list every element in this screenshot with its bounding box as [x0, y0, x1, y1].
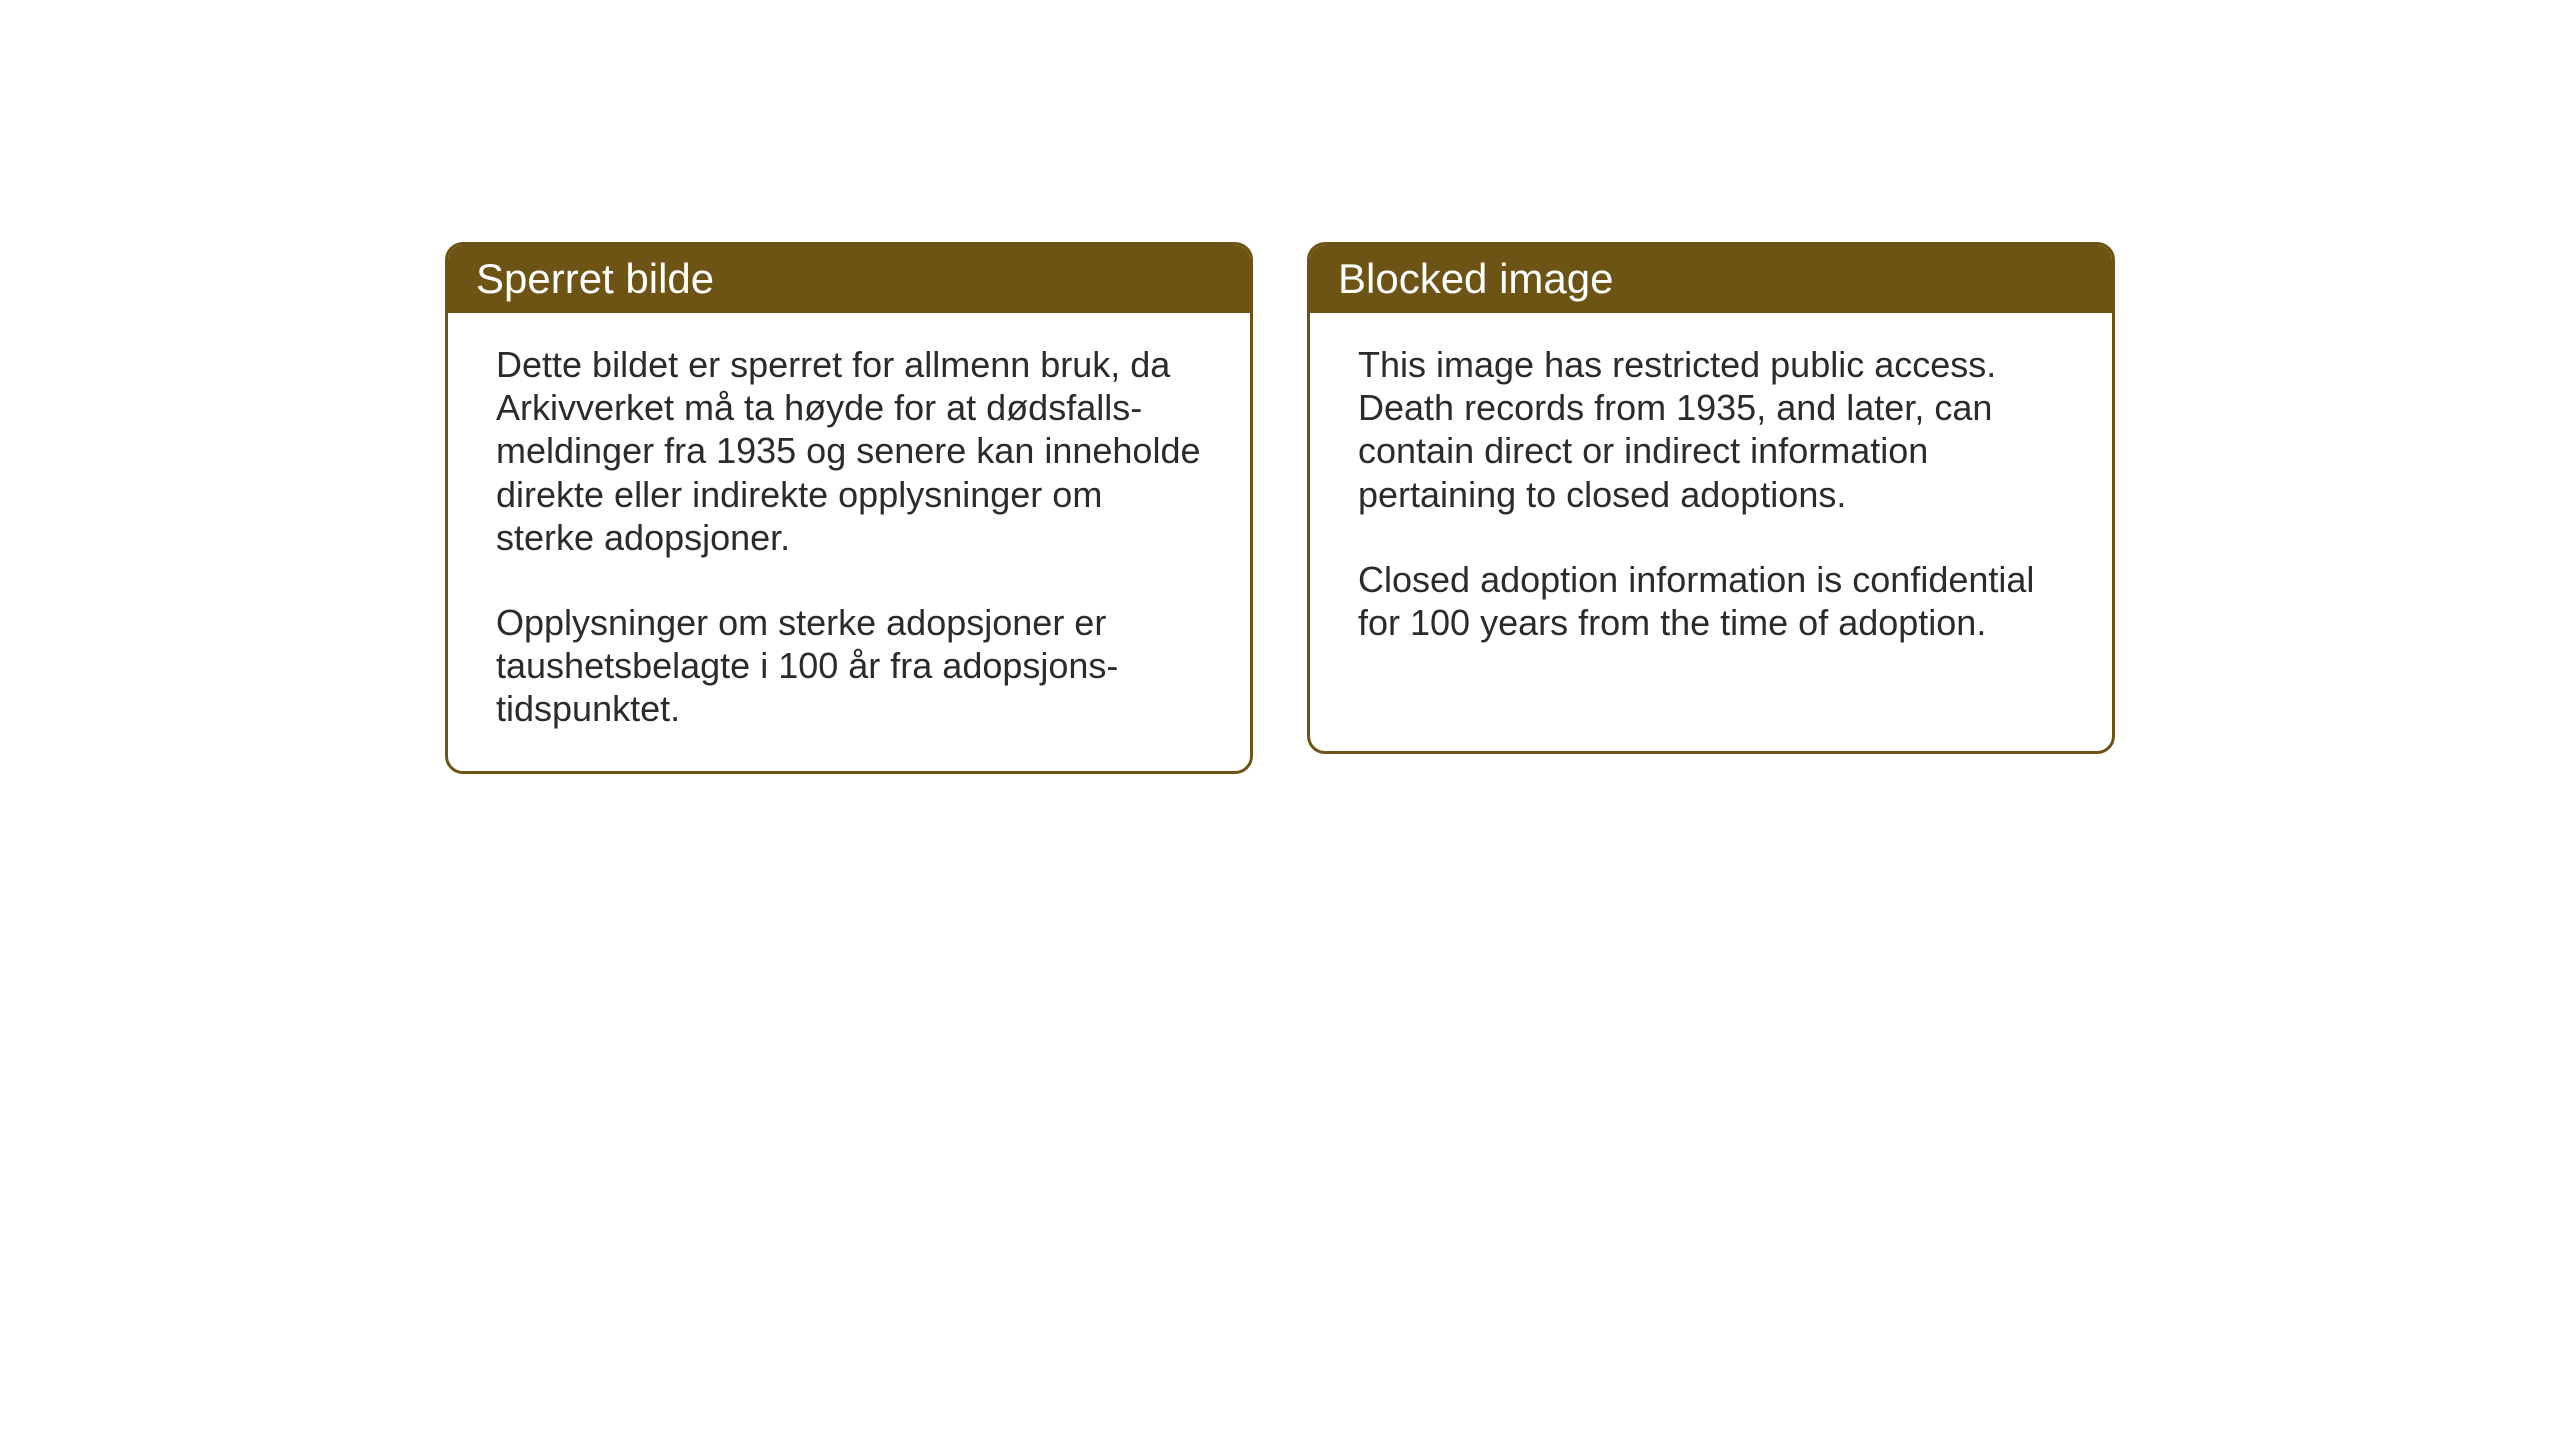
card-body-norwegian: Dette bildet er sperret for allmenn bruk… — [448, 313, 1250, 771]
paragraph-norwegian-2: Opplysninger om sterke adopsjoner er tau… — [496, 601, 1202, 731]
paragraph-english-2: Closed adoption information is confident… — [1358, 558, 2064, 644]
card-norwegian: Sperret bilde Dette bildet er sperret fo… — [445, 242, 1253, 774]
cards-container: Sperret bilde Dette bildet er sperret fo… — [445, 242, 2115, 774]
card-header-english: Blocked image — [1310, 245, 2112, 313]
card-english: Blocked image This image has restricted … — [1307, 242, 2115, 754]
card-header-norwegian: Sperret bilde — [448, 245, 1250, 313]
paragraph-norwegian-1: Dette bildet er sperret for allmenn bruk… — [496, 343, 1202, 559]
paragraph-english-1: This image has restricted public access.… — [1358, 343, 2064, 516]
card-body-english: This image has restricted public access.… — [1310, 313, 2112, 684]
